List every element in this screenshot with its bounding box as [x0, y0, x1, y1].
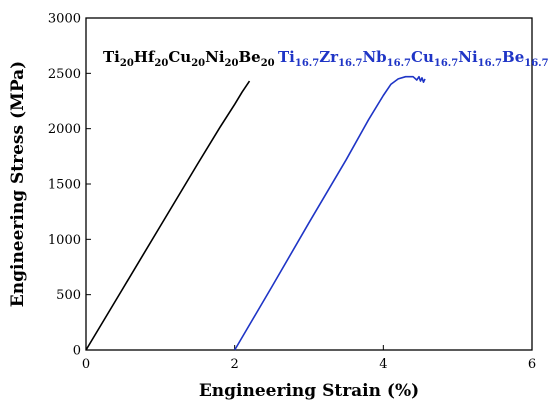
legend-entry-2: Ti16.7Zr16.7Nb16.7Cu16.7Ni16.7Be16.7 — [278, 48, 549, 69]
y-tick-label: 0 — [73, 344, 81, 359]
legend-entry-part: 16.7 — [478, 58, 502, 69]
legend-layer: Ti20Hf20Cu20Ni20Be20 Ti16.7Zr16.7Nb16.7Cu… — [103, 48, 549, 69]
y-tick-label: 2500 — [48, 67, 81, 82]
series-layer — [85, 75, 426, 351]
y-tick-label: 1500 — [48, 178, 81, 193]
legend-entry-part: Cu — [411, 48, 434, 66]
legend-entry-part: Cu — [168, 48, 191, 66]
legend-entry-part: 16.7 — [387, 58, 411, 69]
legend-entry-part: 16.7 — [295, 58, 319, 69]
legend-entry-part: 20 — [225, 58, 239, 69]
legend-entry-part: 16.7 — [338, 58, 362, 69]
y-tick-label: 1000 — [48, 233, 81, 248]
axis-ticks: 0 2 4 6 0 500 1000 1500 2000 2500 3000 — [48, 12, 536, 373]
legend-entry-1: Ti20Hf20Cu20Ni20Be20 — [103, 48, 275, 69]
series-line-2 — [234, 75, 426, 351]
legend-entry-part: 16.7 — [524, 58, 548, 69]
legend-entry-part: 20 — [154, 58, 168, 69]
legend-entry-part: Ni — [205, 48, 225, 66]
x-tick-label: 0 — [82, 357, 90, 372]
legend-entry-part: Be — [238, 48, 260, 66]
x-tick-label: 2 — [231, 357, 239, 372]
legend-entry-part: Ti — [278, 48, 295, 66]
x-axis-title: Engineering Strain (%) — [199, 381, 419, 401]
x-tick-label: 6 — [528, 357, 536, 372]
legend-entry-part: Be — [502, 48, 524, 66]
series-line-1 — [85, 80, 251, 351]
y-tick-label: 3000 — [48, 12, 81, 27]
legend-entry-part: Zr — [319, 48, 339, 66]
legend-entry-part: Nb — [362, 48, 386, 66]
legend-entry-part: 20 — [120, 58, 134, 69]
legend-entry-part: 20 — [261, 58, 275, 69]
legend-entry-part: Ni — [458, 48, 478, 66]
legend-entry-part: Ti — [103, 48, 120, 66]
legend-entry-part: 20 — [191, 58, 205, 69]
y-tick-label: 2000 — [48, 122, 81, 137]
y-axis-title: Engineering Stress (MPa) — [8, 61, 28, 307]
y-tick-label: 500 — [56, 288, 81, 303]
legend-entry-part: 16.7 — [434, 58, 458, 69]
x-tick-label: 4 — [379, 357, 387, 372]
legend-entry-part: Hf — [134, 48, 156, 66]
